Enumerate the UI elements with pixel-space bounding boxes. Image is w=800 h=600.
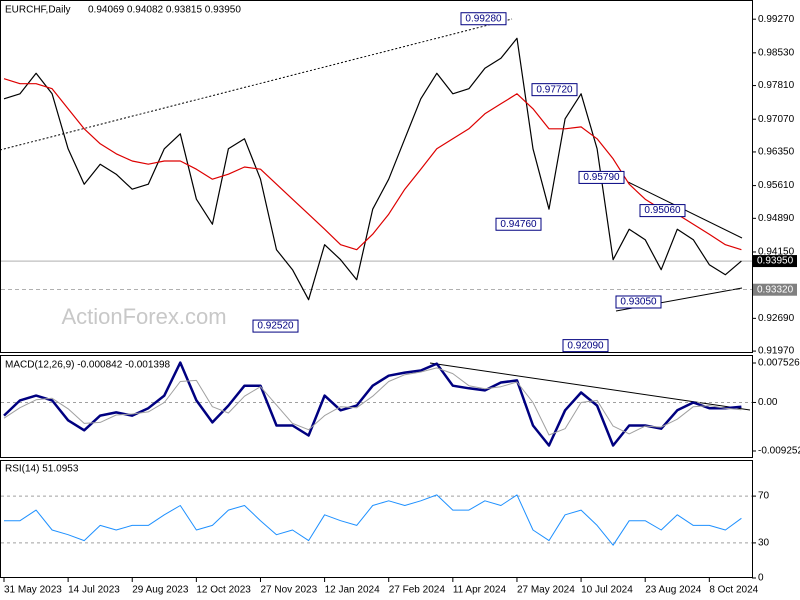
rsi-title: RSI(14) 51.0953: [5, 464, 79, 475]
x-tick-label: 11 Apr 2024: [453, 585, 507, 596]
annotation-label: 0.99280: [465, 13, 502, 24]
y-tick-label: 0.98530: [758, 47, 795, 58]
trend-line: [429, 362, 751, 411]
x-tick-label: 31 May 2023: [4, 585, 62, 596]
x-tick-label: 12 Jan 2024: [325, 585, 380, 596]
annotation-label: 0.92090: [567, 340, 604, 351]
x-tick-label: 27 Feb 2024: [389, 585, 446, 596]
chart-subtitle: 0.94069 0.94082 0.93815 0.93950: [88, 5, 241, 16]
y-tick-label: 0.91970: [758, 346, 795, 357]
annotation-box: [252, 319, 299, 333]
series-line: [4, 494, 742, 546]
x-tick-label: 10 Jul 2024: [581, 585, 633, 596]
y-tick-label: 0.99270: [758, 14, 795, 25]
annotation-label: 0.95790: [583, 172, 620, 183]
y-tick-label: 0.94150: [758, 247, 795, 258]
y-tick-label: 70: [758, 491, 770, 502]
watermark: ActionForex.com: [61, 304, 226, 329]
trend-line: [0, 18, 513, 151]
annotation-box: [562, 339, 609, 353]
x-tick-label: 29 Aug 2023: [132, 585, 189, 596]
y-tick-label: 0.97810: [758, 80, 795, 91]
rsi-panel: [0, 460, 753, 578]
chart-title: EURCHF,Daily: [5, 5, 71, 16]
y-tick-label: 0: [758, 573, 764, 584]
x-tick-label: 12 Oct 2023: [196, 585, 251, 596]
price-tag-label: 0.93950: [757, 256, 794, 267]
y-tick-label: 0.96350: [758, 147, 795, 158]
annotation-label: 0.94760: [500, 219, 537, 230]
y-tick-label: 30: [758, 538, 770, 549]
y-tick-label: 0.00: [758, 397, 778, 408]
x-tick-label: 27 Nov 2023: [260, 585, 317, 596]
y-tick-label: 0.007526: [758, 358, 800, 369]
price-panel: [0, 0, 753, 353]
price-tag-label: 0.93320: [757, 284, 794, 295]
y-tick-label: 0.92690: [758, 313, 795, 324]
annotation-box: [495, 217, 542, 231]
annotation-box: [578, 170, 625, 184]
macd-title: MACD(12,26,9) -0.000842 -0.001398: [5, 360, 171, 371]
annotation-label: 0.95060: [644, 205, 681, 216]
annotation-box: [615, 295, 662, 309]
x-tick-label: 14 Jul 2023: [68, 585, 120, 596]
annotation-label: 0.92520: [257, 321, 294, 332]
y-tick-label: -0.009252: [758, 446, 800, 457]
series-line: [3, 78, 742, 251]
annotation-box: [460, 12, 507, 26]
price-tag: [753, 255, 797, 268]
x-tick-label: 27 May 2024: [517, 585, 575, 596]
y-tick-label: 0.94890: [758, 213, 795, 224]
annotation-box: [531, 83, 578, 97]
annotation-label: 0.97720: [536, 84, 573, 95]
series-line: [3, 367, 742, 436]
annotation-box: [639, 204, 686, 218]
macd-panel: [0, 355, 753, 458]
y-tick-label: 0.97070: [758, 114, 795, 125]
price-tag: [753, 283, 797, 296]
x-tick-label: 23 Aug 2024: [645, 585, 702, 596]
series-line: [3, 37, 742, 301]
x-tick-label: 8 Oct 2024: [709, 585, 758, 596]
annotation-label: 0.93050: [620, 297, 657, 308]
y-tick-label: 0.95610: [758, 180, 795, 191]
